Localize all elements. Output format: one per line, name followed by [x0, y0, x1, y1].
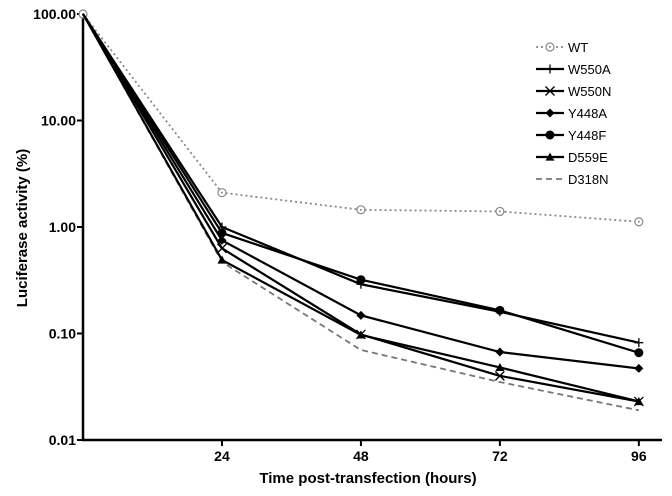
x-tick-label: 96 [631, 448, 647, 464]
legend-marker-w550a [546, 65, 555, 74]
legend-marker-y448f [546, 131, 555, 140]
data-point-y448a [356, 311, 365, 320]
x-tick-label: 24 [214, 448, 230, 464]
series-y448f [83, 14, 643, 357]
legend-entry-d318n: D318N [536, 172, 608, 187]
legend-entry-y448f: Y448F [536, 128, 606, 143]
legend-label-d318n: D318N [568, 172, 608, 187]
legend-label-w550a: W550A [568, 62, 611, 77]
x-tick-label: 48 [353, 448, 369, 464]
data-point-wt-dot [360, 209, 362, 211]
data-point-y448a [634, 364, 643, 373]
data-point-d559e [217, 255, 226, 263]
y-tick-label: 10.00 [41, 113, 76, 129]
legend-marker-wt-dot [549, 46, 551, 48]
series-line-wt [83, 14, 639, 222]
data-point-w550n [217, 244, 226, 253]
data-point-y448f [356, 275, 365, 284]
y-tick-label: 0.01 [49, 432, 76, 448]
series-line-y448f [83, 14, 639, 353]
data-point-wt-dot [221, 192, 223, 194]
data-point-y448a [495, 348, 504, 357]
legend-entry-y448a: Y448A [536, 106, 607, 121]
y-tick-label: 1.00 [49, 219, 76, 235]
legend: WT W550A W550N Y448A Y448F D559E D318N [536, 40, 611, 187]
data-point-wt-dot [638, 221, 640, 223]
y-axis-title: Luciferase activity (%) [14, 149, 31, 307]
legend-label-y448a: Y448A [568, 106, 607, 121]
series-y448a [83, 14, 643, 373]
legend-label-w550n: W550N [568, 84, 611, 99]
legend-entry-w550n: W550N [536, 84, 611, 99]
data-point-y448f [217, 228, 226, 237]
data-point-wt-dot [499, 210, 501, 212]
legend-marker-y448a [546, 109, 555, 118]
data-point-y448f [495, 306, 504, 315]
data-point-y448f [634, 348, 643, 357]
series-wt [79, 10, 643, 226]
legend-entry-d559e: D559E [536, 150, 608, 165]
series-w550a [83, 14, 643, 347]
data-point-w550a [634, 338, 643, 347]
x-tick-label: 72 [492, 448, 508, 464]
legend-label-wt: WT [568, 40, 588, 55]
y-tick-label: 0.10 [49, 326, 76, 342]
legend-entry-w550a: W550A [536, 62, 611, 77]
x-axis-title: Time post-transfection (hours) [259, 470, 476, 487]
y-tick-label: 100.00 [33, 6, 76, 22]
legend-label-d559e: D559E [568, 150, 608, 165]
legend-label-y448f: Y448F [568, 128, 606, 143]
series-line-w550a [83, 14, 639, 343]
legend-entry-wt: WT [536, 40, 588, 55]
